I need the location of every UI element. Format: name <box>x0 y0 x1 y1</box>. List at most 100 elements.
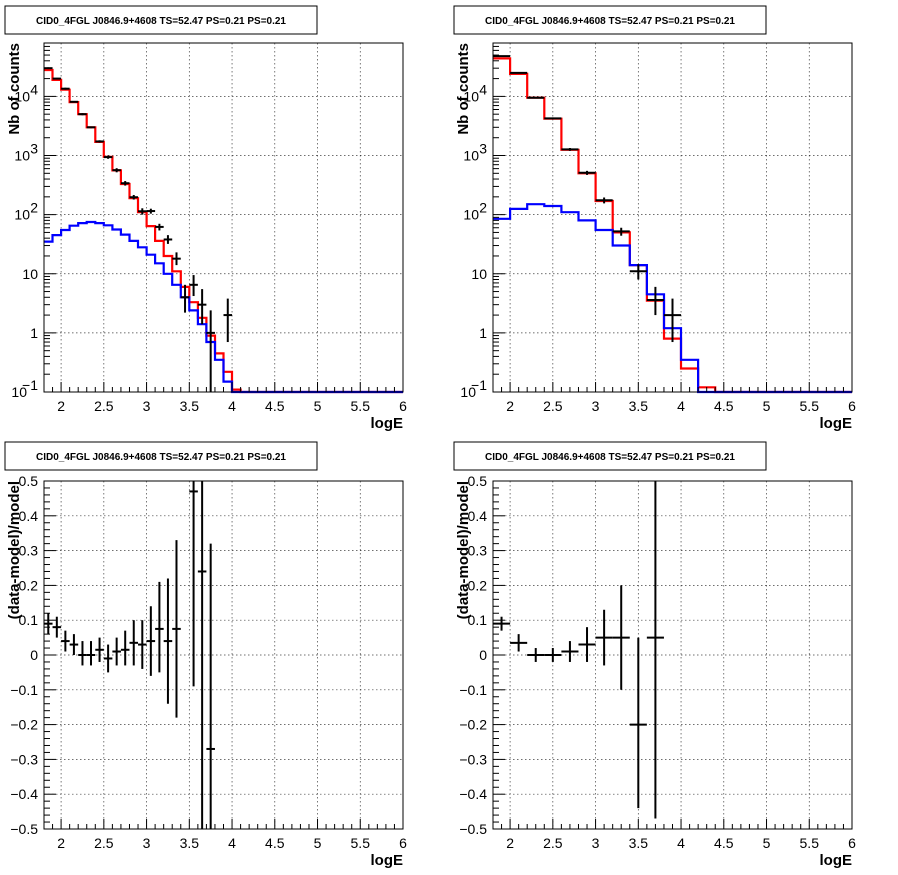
y-tick-label: 0.1 <box>468 612 488 628</box>
chart-title-box <box>453 441 767 471</box>
y-tick-label: 10 <box>463 148 479 164</box>
x-tick-label: 5 <box>314 835 322 851</box>
data-point <box>69 100 79 103</box>
chart-title: CID0_4FGL J0846.9+4608 TS=52.47 PS=0.21 … <box>36 452 286 463</box>
y-tick-label: −0.3 <box>459 751 487 767</box>
x-tick-label: 3 <box>592 398 600 414</box>
x-tick-label: 2.5 <box>543 398 563 414</box>
x-tick-label: 5 <box>763 398 771 414</box>
x-tick-label: 5 <box>763 835 771 851</box>
y-tick-label: −0.1 <box>459 682 487 698</box>
y-tick-exponent: −1 <box>471 377 487 393</box>
data-point <box>629 637 647 809</box>
x-tick-label: 4 <box>677 835 685 851</box>
data-point <box>78 113 87 116</box>
x-tick-label: 6 <box>399 398 407 414</box>
data-point <box>44 613 53 635</box>
chart-title-box <box>4 441 318 471</box>
y-tick-label: −0.2 <box>459 717 487 733</box>
data-point <box>103 155 113 159</box>
data-point <box>493 55 511 58</box>
x-tick-label: 2.5 <box>94 398 114 414</box>
y-tick-exponent: 4 <box>30 81 38 97</box>
data-point <box>95 637 104 662</box>
y-tick-label: 10 <box>460 384 476 400</box>
chart-title-box <box>453 5 767 35</box>
x-tick-label: 2 <box>57 398 65 414</box>
data-point <box>52 77 62 80</box>
x-tick-label: 4.5 <box>265 398 285 414</box>
data-point <box>578 627 596 662</box>
y-tick-label: 1 <box>30 325 38 341</box>
y-tick-exponent: 3 <box>479 141 487 157</box>
y-axis-title: Nb of counts <box>6 43 23 135</box>
data-point <box>223 298 233 343</box>
data-point <box>206 310 215 392</box>
data-point <box>561 641 579 662</box>
chart-panel-4: 2 2.5 3 3.5 4 4.5 5 5.5 6 −0.5 −0.4 −0.3 −0.2 −0.1 0 0.… <box>453 441 856 869</box>
chart-title: CID0_4FGL J0846.9+4608 TS=52.47 PS=0.21 … <box>36 16 286 27</box>
x-tick-label: 3 <box>143 398 151 414</box>
data-point <box>595 197 613 204</box>
data-point <box>129 620 139 666</box>
data-point <box>544 648 562 662</box>
chart-title-box <box>4 5 318 35</box>
data-point <box>86 641 96 666</box>
data-point <box>146 606 156 676</box>
y-tick-label: −0.3 <box>10 751 38 767</box>
data-point <box>206 543 215 829</box>
data-point <box>663 298 682 343</box>
data-point <box>163 235 173 244</box>
x-tick-label: 5.5 <box>351 398 371 414</box>
data-point <box>612 585 630 690</box>
data-point <box>112 168 121 173</box>
data-point <box>146 208 156 214</box>
data-point <box>197 289 207 325</box>
y-tick-label: 0.3 <box>19 543 39 559</box>
data-point <box>510 71 528 74</box>
y-tick-label: 10 <box>14 148 30 164</box>
x-tick-label: 4 <box>228 398 236 414</box>
x-axis-title: logE <box>820 415 853 432</box>
y-tick-label: 0.3 <box>468 543 488 559</box>
x-tick-label: 5.5 <box>800 835 820 851</box>
y-tick-label: 0.4 <box>19 508 39 524</box>
y-tick-label: 0.2 <box>19 577 39 593</box>
data-point <box>493 616 511 631</box>
data-point <box>544 117 562 120</box>
y-tick-label: 10 <box>11 384 27 400</box>
x-tick-label: 3 <box>592 835 600 851</box>
chart-title: CID0_4FGL J0846.9+4608 TS=52.47 PS=0.21 … <box>485 452 735 463</box>
y-tick-label: −0.1 <box>10 682 38 698</box>
x-tick-label: 2.5 <box>543 835 563 851</box>
data-point <box>120 181 130 186</box>
data-point <box>103 644 113 673</box>
y-tick-label: 10 <box>22 266 38 282</box>
data-point <box>95 140 104 143</box>
y-tick-label: 0 <box>479 647 487 663</box>
data-point <box>155 581 164 673</box>
x-tick-label: 3.5 <box>629 835 649 851</box>
x-tick-label: 2 <box>506 835 514 851</box>
x-tick-label: 2.5 <box>94 835 114 851</box>
y-axis-title: (data-model)/model <box>455 481 472 619</box>
x-tick-label: 2 <box>506 398 514 414</box>
data-point <box>578 170 596 175</box>
data-point <box>138 208 147 215</box>
x-tick-label: 4.5 <box>714 835 734 851</box>
y-tick-exponent: 4 <box>479 81 487 97</box>
x-tick-label: 2 <box>57 835 65 851</box>
chart-panel-3: 2 2.5 3 3.5 4 4.5 5 5.5 6 −0.5 −0.4 −0.3 −0.2 −0.1 0 0.… <box>4 441 407 869</box>
data-point <box>527 648 545 662</box>
series-step-blue <box>493 203 852 394</box>
data-point <box>646 286 664 316</box>
data-point <box>112 637 121 666</box>
x-axis-title: logE <box>820 852 853 869</box>
y-tick-label: −0.2 <box>10 717 38 733</box>
data-point <box>86 126 96 129</box>
y-tick-label: 0 <box>30 647 38 663</box>
x-tick-label: 5.5 <box>351 835 371 851</box>
